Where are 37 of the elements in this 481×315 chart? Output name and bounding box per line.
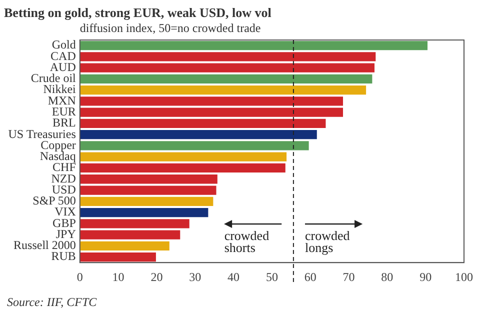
x-tick-label: 80 <box>381 270 394 284</box>
annotation: crowded longs <box>304 228 350 256</box>
x-tick-label: 40 <box>228 270 240 284</box>
bar <box>80 96 344 106</box>
bar <box>80 230 180 240</box>
bar <box>80 152 287 162</box>
x-tick-label: 10 <box>112 270 124 284</box>
bar <box>80 74 372 84</box>
x-tick-label: 70 <box>342 270 355 284</box>
x-tick-label: 20 <box>150 270 163 284</box>
bar <box>80 41 428 50</box>
bar <box>80 63 375 72</box>
y-tick-label: EUR <box>52 104 76 118</box>
x-tick-label: 30 <box>189 270 202 284</box>
x-tick-label: 60 <box>304 270 316 284</box>
bar <box>80 118 326 128</box>
bar <box>80 186 216 195</box>
bar <box>80 108 344 117</box>
x-tick-label: 90 <box>420 270 432 284</box>
bar <box>80 130 317 140</box>
bar <box>80 52 376 62</box>
bar <box>80 252 156 262</box>
x-tick-label: 50 <box>266 270 278 284</box>
source-note: Source: IIF, CFTC <box>7 295 97 310</box>
annotation: crowded shorts <box>224 228 270 256</box>
x-tick-label: 100 <box>455 270 473 284</box>
bar <box>80 196 214 206</box>
bar <box>80 141 309 150</box>
bar <box>80 174 218 184</box>
bar <box>80 208 208 218</box>
chart-subtitle: diffusion index, 50=no crowded trade <box>80 20 261 35</box>
chart-title: Betting on gold, strong EUR, weak USD, low vol <box>4 5 272 20</box>
bar <box>80 163 286 173</box>
x-tick-label: 0 <box>76 270 83 284</box>
bar <box>80 86 366 95</box>
bar <box>80 241 170 250</box>
bar <box>80 219 190 228</box>
